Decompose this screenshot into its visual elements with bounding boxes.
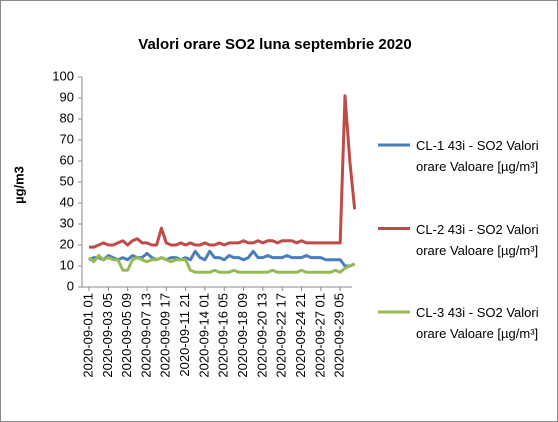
legend-label: CL-2 43i - SO2 Valori orare Valoare [µg/… xyxy=(416,221,539,258)
y-tick-label: 60 xyxy=(60,152,74,167)
y-tick-label: 40 xyxy=(60,194,74,209)
series-line xyxy=(89,94,357,249)
x-tick-label: 2020-09-07 13 xyxy=(138,293,153,378)
x-tick-label: 2020-09-29 05 xyxy=(332,293,347,378)
x-tick-label: 2020-09-20 13 xyxy=(254,293,269,378)
y-tick-label: 90 xyxy=(60,89,74,104)
x-tick-label: 2020-09-14 01 xyxy=(196,293,211,378)
x-tick-label: 2020-09-18 09 xyxy=(235,293,250,378)
x-tick-label: 2020-09-05 09 xyxy=(119,293,134,378)
y-tick-label: 30 xyxy=(60,215,74,230)
legend-label: CL-1 43i - SO2 Valori orare Valoare [µg/… xyxy=(416,138,539,174)
y-tick-label: 20 xyxy=(60,236,74,251)
x-tick-label: 2020-09-01 01 xyxy=(80,293,95,378)
y-axis-label: µg/m3 xyxy=(11,166,26,204)
x-tick-label: 2020-09-16 05 xyxy=(216,293,231,378)
y-tick-label: 50 xyxy=(60,173,74,188)
x-tick-label: 2020-09-11 21 xyxy=(177,293,192,377)
y-tick-label: 70 xyxy=(60,131,74,146)
legend-label: CL-3 43i - SO2 Valori orare Valoare [µg/… xyxy=(416,305,539,341)
series-line xyxy=(88,254,356,274)
y-tick-label: 10 xyxy=(60,257,74,272)
x-tick-label: 2020-09-03 05 xyxy=(100,293,115,378)
x-tick-label: 2020-09-24 21 xyxy=(293,293,308,378)
y-tick-label: 100 xyxy=(52,68,74,83)
chart-title: Valori orare SO2 luna septembrie 2020 xyxy=(138,36,411,53)
x-tick-label: 2020-09-22 17 xyxy=(274,293,289,378)
x-tick-label: 2020-09-09 17 xyxy=(158,293,173,378)
series-line xyxy=(88,249,356,268)
x-tick-label: 2020-09-27 01 xyxy=(312,293,327,378)
y-tick-label: 80 xyxy=(60,110,74,125)
y-tick-label: 0 xyxy=(67,278,74,293)
